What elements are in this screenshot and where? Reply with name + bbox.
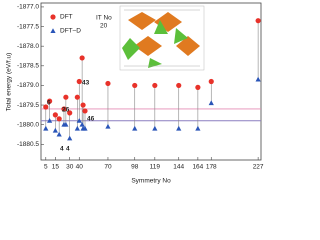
x-axis-label: Symmetry No (131, 178, 171, 185)
legend-label: DFT–D (60, 28, 81, 35)
triangle-marker (63, 121, 69, 127)
y-axis-label: Total energy (eV/f.u) (6, 53, 13, 112)
triangle-marker (132, 125, 138, 131)
triangle-marker (67, 135, 73, 141)
triangle-marker (43, 125, 49, 131)
y-tick-label: -1877.0 (17, 4, 39, 11)
triangle-marker (105, 123, 111, 129)
circle-marker (56, 116, 62, 122)
x-tick-label: 164 (192, 164, 203, 171)
plot-frame (40, 2, 262, 161)
x-tick-label: 15 (52, 164, 60, 171)
triangle-marker (76, 117, 82, 123)
triangle-marker (195, 125, 201, 131)
x-tick-label: 98 (131, 164, 139, 171)
annotation: 6 (47, 100, 51, 107)
circle-marker (52, 112, 58, 118)
annotation: 43 (82, 80, 90, 87)
y-tick-label: -1880.5 (17, 141, 39, 148)
triangle-marker (52, 127, 58, 133)
circle-marker (76, 78, 82, 85)
inset-label: 20 (100, 23, 108, 30)
x-tick-label: 178 (206, 164, 217, 171)
circle-marker (63, 94, 69, 100)
circle-marker (80, 102, 86, 108)
x-tick-label: 30 (66, 164, 74, 171)
triangle-marker (74, 125, 80, 131)
annotation: 4 (66, 146, 70, 153)
legend-marker (50, 28, 56, 33)
circle-marker (82, 108, 88, 114)
x-tick-label: 5 (44, 164, 48, 171)
circle-marker (79, 55, 85, 61)
circle-marker (132, 82, 138, 89)
circle-marker (152, 82, 158, 89)
circle-marker (208, 78, 214, 85)
triangle-marker (152, 125, 158, 131)
legend-label: DFT (60, 14, 73, 21)
y-tick-label: -1879.0 (17, 82, 39, 89)
y-tick-label: -1877.5 (17, 23, 39, 30)
inset-label: IT No (96, 15, 112, 22)
circle-marker (105, 80, 111, 87)
circle-marker (61, 106, 67, 112)
inset-structure (119, 5, 205, 71)
annotation: 46 (87, 116, 95, 123)
x-tick-label: 40 (76, 164, 84, 171)
circle-marker (255, 18, 261, 24)
y-tick-label: -1879.5 (17, 102, 39, 109)
y-tick-label: -1878.0 (17, 43, 39, 50)
triangle-marker (208, 100, 214, 106)
triangle-marker (255, 76, 261, 82)
circle-marker (43, 104, 49, 110)
x-tick-label: 70 (104, 164, 112, 171)
chart: IT No 20 Total energy (eV/f.u) Symmetry … (6, 2, 264, 185)
y-tick-label: -1880.0 (17, 121, 39, 128)
triangle-marker (56, 131, 62, 137)
x-tick-label: 119 (150, 164, 161, 171)
circle-marker (195, 84, 201, 90)
triangle-marker (176, 125, 182, 131)
circle-marker (74, 94, 80, 100)
triangle-marker (47, 117, 53, 123)
x-tick-label: 144 (173, 164, 184, 171)
legend-marker (50, 14, 56, 20)
triangle-marker (79, 121, 85, 127)
annotation: 4 (60, 146, 64, 153)
circle-marker (176, 82, 182, 89)
annotation: 26 (62, 107, 70, 114)
x-tick-label: 227 (253, 164, 264, 171)
circle-marker (47, 98, 53, 104)
triangle-marker (82, 125, 88, 131)
y-tick-label: -1878.5 (17, 63, 39, 70)
circle-marker (67, 110, 73, 116)
